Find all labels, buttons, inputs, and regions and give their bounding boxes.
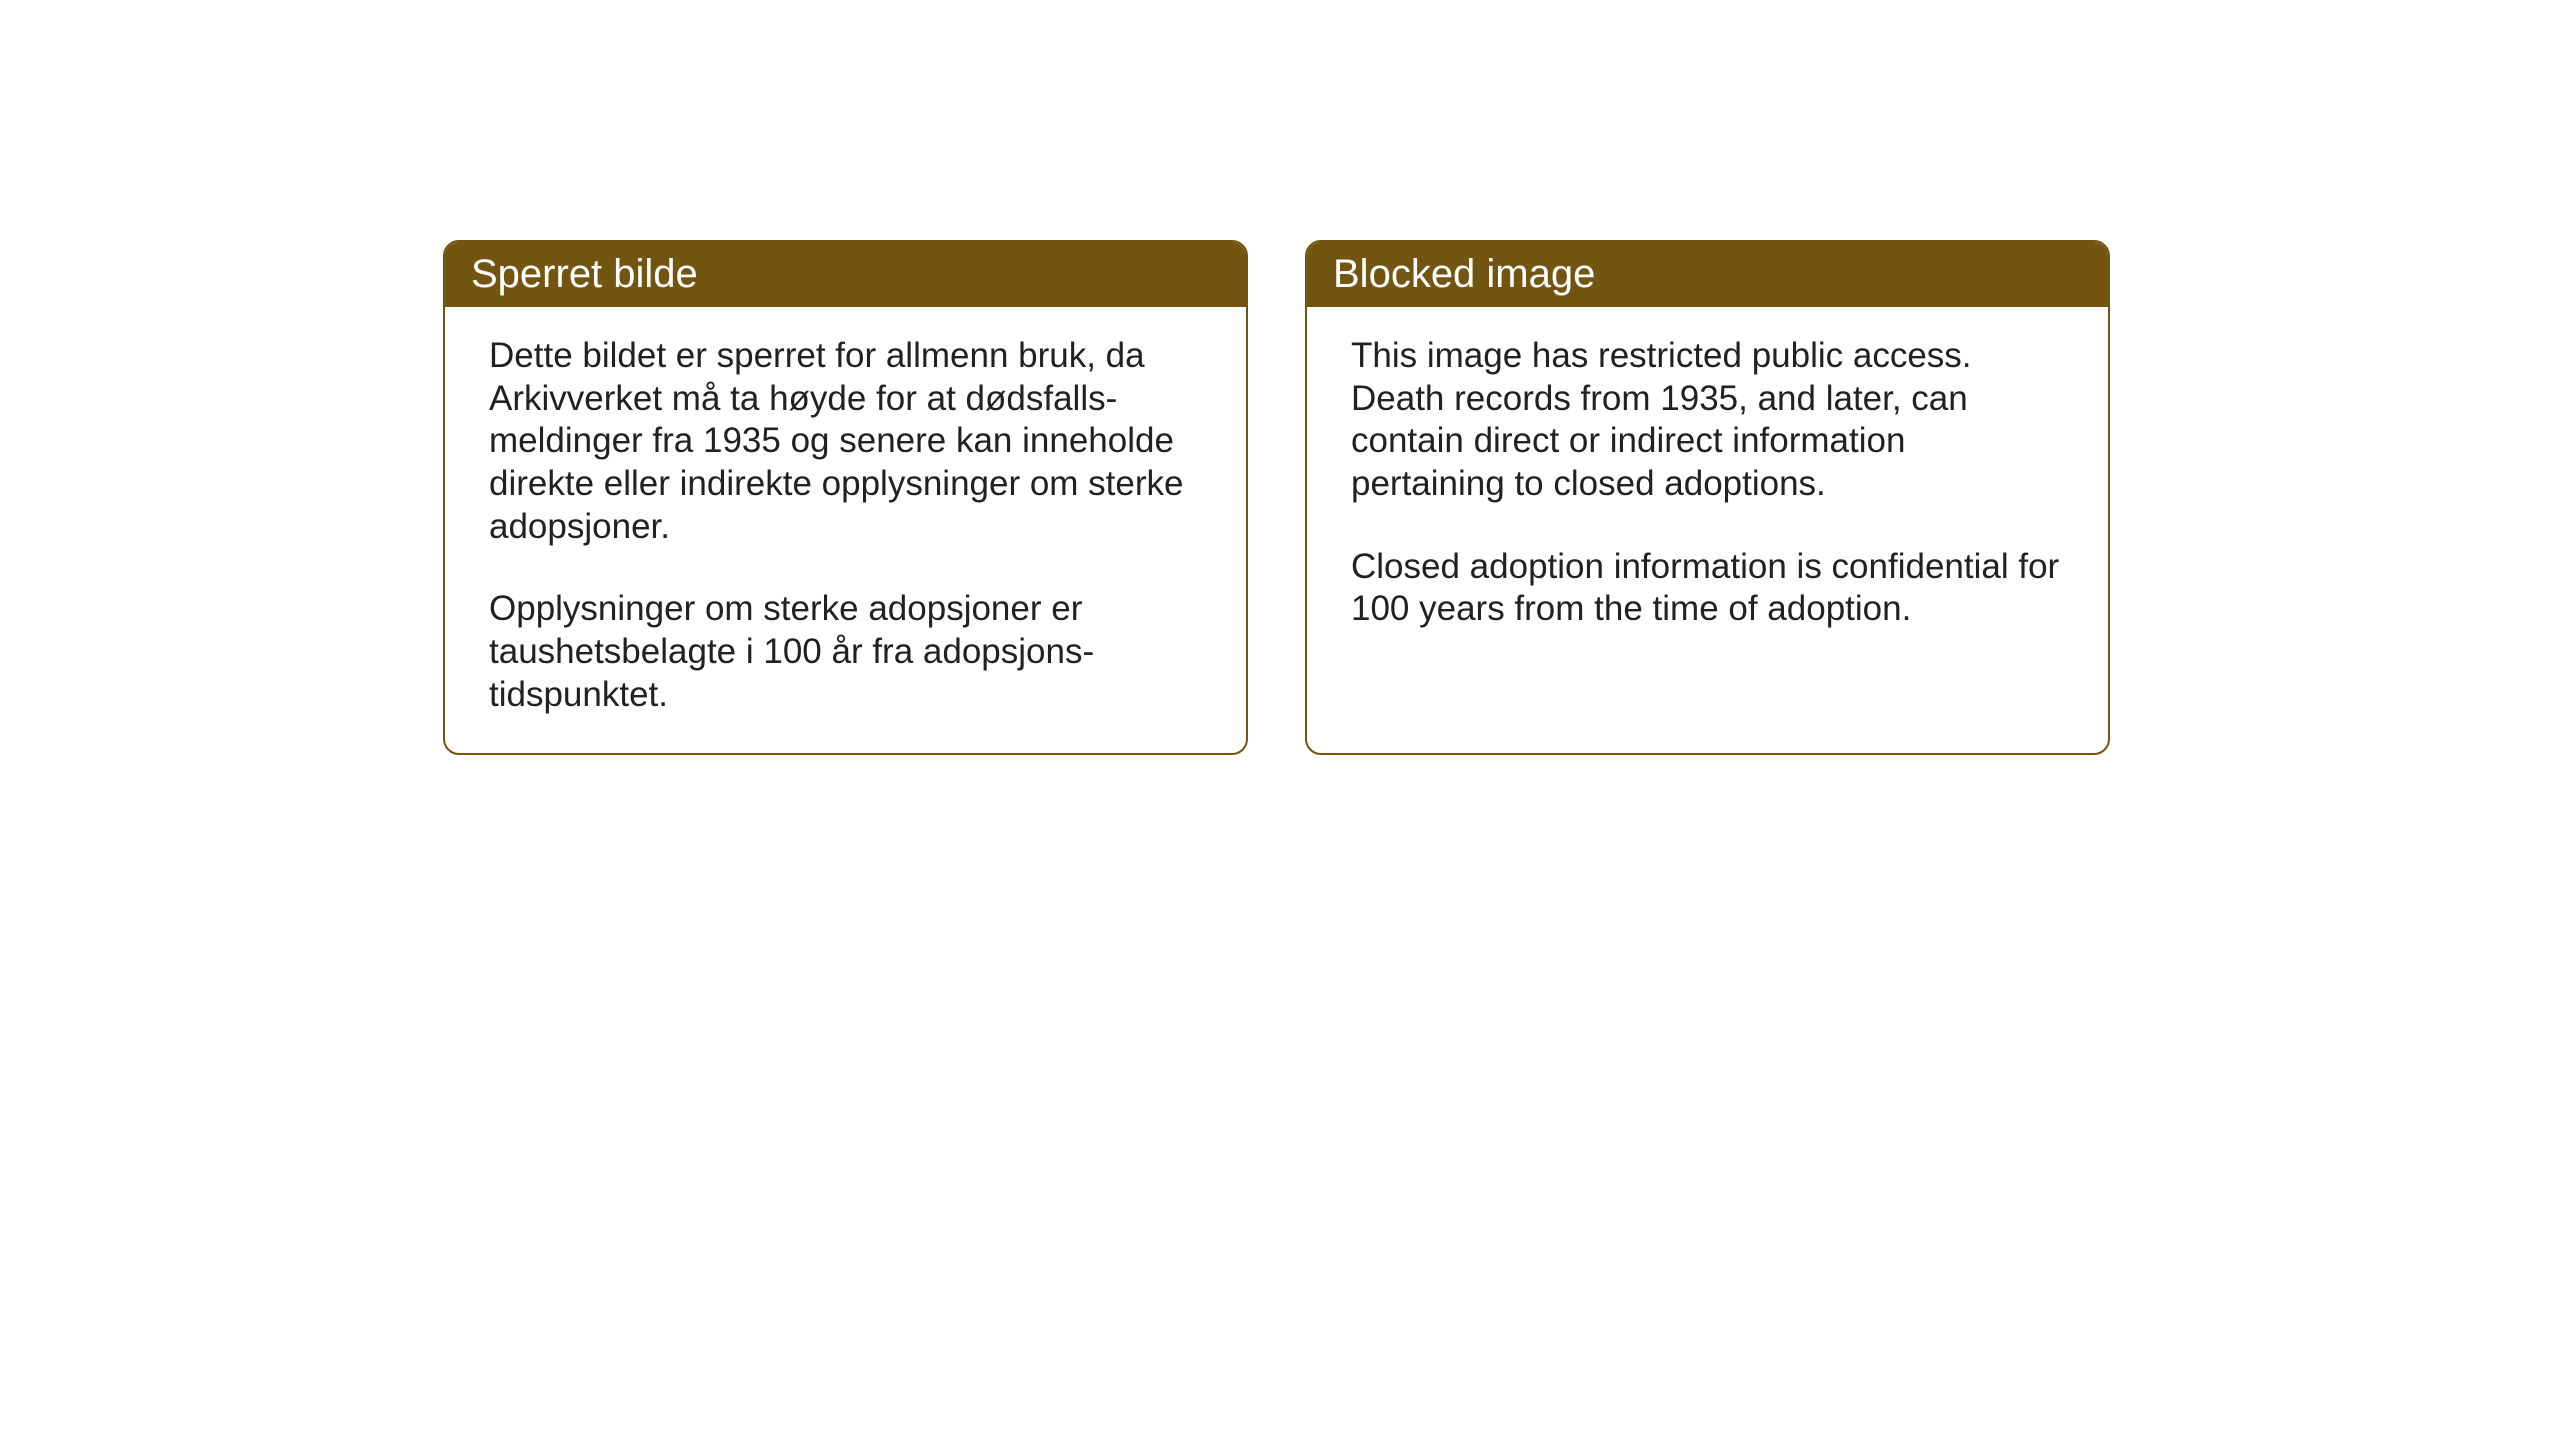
info-card-norwegian: Sperret bilde Dette bildet er sperret fo… <box>443 240 1248 755</box>
card-paragraph-1-norwegian: Dette bildet er sperret for allmenn bruk… <box>489 335 1202 548</box>
info-card-english: Blocked image This image has restricted … <box>1305 240 2110 755</box>
card-body-english: This image has restricted public access.… <box>1307 307 2108 747</box>
card-header-english: Blocked image <box>1307 242 2108 307</box>
card-paragraph-2-english: Closed adoption information is confident… <box>1351 546 2064 631</box>
card-paragraph-2-norwegian: Opplysninger om sterke adopsjoner er tau… <box>489 588 1202 716</box>
info-cards-container: Sperret bilde Dette bildet er sperret fo… <box>443 240 2110 755</box>
card-title-english: Blocked image <box>1333 252 2082 297</box>
card-header-norwegian: Sperret bilde <box>445 242 1246 307</box>
card-body-norwegian: Dette bildet er sperret for allmenn bruk… <box>445 307 1246 753</box>
card-title-norwegian: Sperret bilde <box>471 252 1220 297</box>
card-paragraph-1-english: This image has restricted public access.… <box>1351 335 2064 506</box>
